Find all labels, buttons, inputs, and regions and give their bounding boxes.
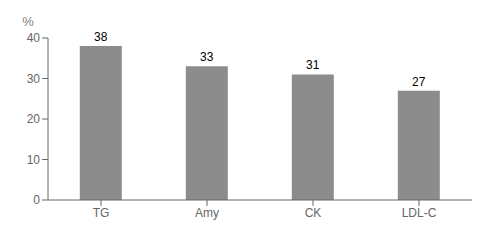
svg-text:CK: CK	[305, 206, 322, 220]
svg-text:%: %	[22, 14, 34, 29]
svg-text:31: 31	[306, 58, 320, 72]
svg-text:38: 38	[94, 30, 108, 44]
svg-text:20: 20	[27, 112, 41, 126]
svg-text:33: 33	[200, 50, 214, 64]
svg-text:LDL-C: LDL-C	[402, 206, 437, 220]
svg-text:0: 0	[33, 193, 40, 207]
svg-text:TG: TG	[93, 206, 110, 220]
svg-text:Amy: Amy	[195, 206, 219, 220]
svg-text:10: 10	[27, 153, 41, 167]
svg-text:40: 40	[27, 31, 41, 45]
svg-text:27: 27	[412, 75, 426, 89]
svg-text:30: 30	[27, 72, 41, 86]
